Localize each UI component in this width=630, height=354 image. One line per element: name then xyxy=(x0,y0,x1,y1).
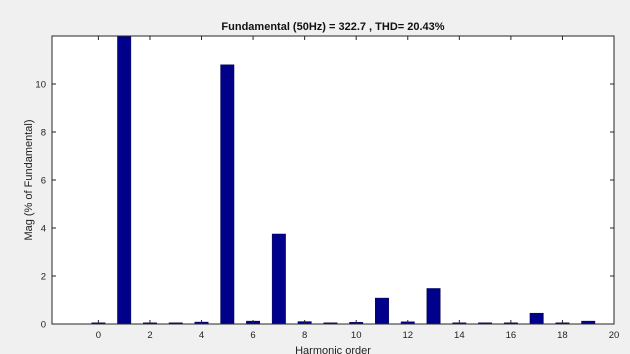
x-tick-label: 2 xyxy=(147,330,152,341)
bar-harmonic-17 xyxy=(529,312,544,325)
bar-harmonic-11 xyxy=(375,297,389,325)
x-tick-label: 10 xyxy=(351,330,362,341)
x-tick-label: 12 xyxy=(402,330,413,341)
bar-harmonic-7 xyxy=(271,233,286,325)
x-tick-label: 16 xyxy=(506,330,517,341)
y-tick-label: 0 xyxy=(41,320,46,331)
x-axis-label: Harmonic order xyxy=(295,345,371,354)
bar-harmonic-1 xyxy=(117,35,132,325)
plot-area xyxy=(52,36,614,324)
x-tick-label: 0 xyxy=(96,330,101,341)
x-ticks-group: 0 2 4 6 8 10 12 14 16 18 20 xyxy=(96,36,620,341)
y-tick-label: 6 xyxy=(41,176,46,187)
bars-group xyxy=(91,35,596,325)
x-tick-label: 4 xyxy=(199,330,204,341)
x-tick-label: 14 xyxy=(454,330,465,341)
x-tick-label: 8 xyxy=(302,330,307,341)
bar-harmonic-5 xyxy=(220,64,235,325)
y-axis-label: Mag (% of Fundamental) xyxy=(23,119,35,240)
x-tick-label: 20 xyxy=(609,330,620,341)
y-tick-label: 8 xyxy=(41,128,46,139)
x-tick-label: 6 xyxy=(250,330,255,341)
plot-frame xyxy=(51,35,615,325)
y-tick-label: 4 xyxy=(41,224,46,235)
y-tick-label: 10 xyxy=(35,80,46,91)
bar-harmonic-13 xyxy=(426,288,441,325)
y-tick-label: 2 xyxy=(41,272,46,283)
x-tick-label: 18 xyxy=(557,330,568,341)
chart-title: Fundamental (50Hz) = 322.7 , THD= 20.43% xyxy=(221,21,444,33)
